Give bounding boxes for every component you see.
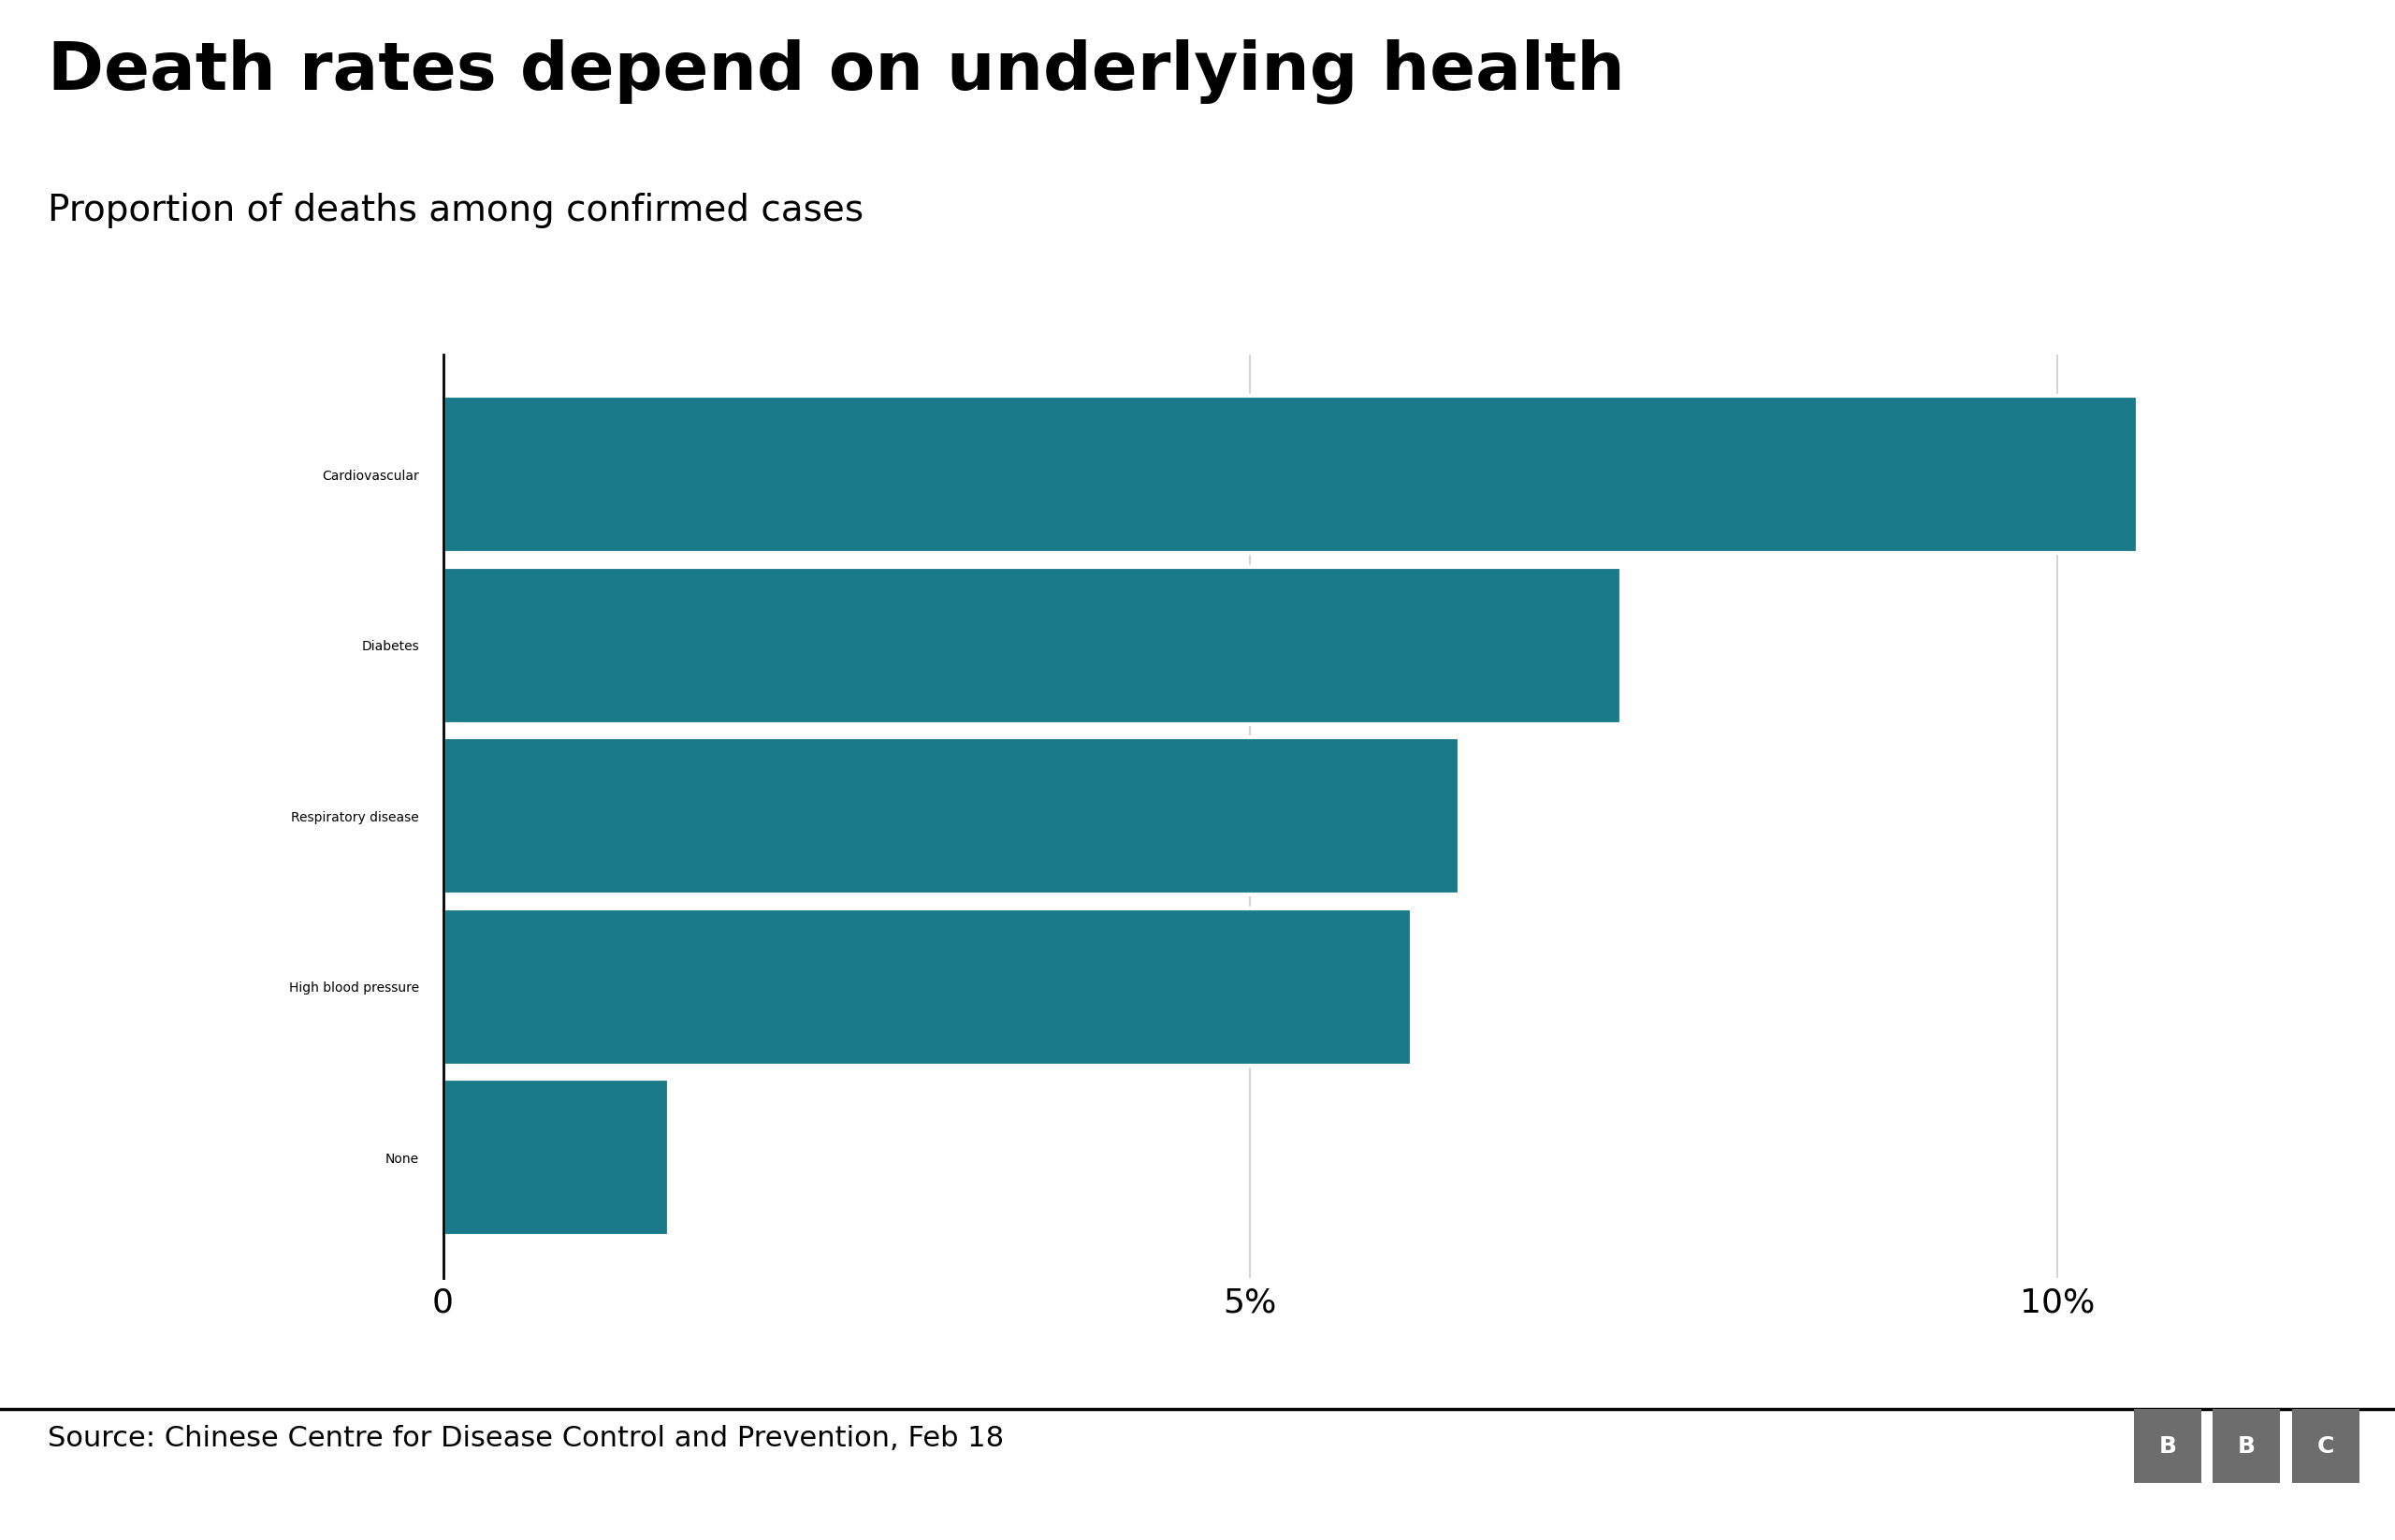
Bar: [443, 396, 2139, 553]
Bar: [443, 738, 1461, 895]
Text: Source: Chinese Centre for Disease Control and Prevention, Feb 18: Source: Chinese Centre for Disease Contr…: [48, 1425, 1004, 1452]
Bar: [443, 1080, 668, 1237]
Text: C: C: [2316, 1435, 2335, 1457]
Text: B: B: [2237, 1435, 2256, 1457]
Bar: [443, 567, 1621, 724]
Text: Proportion of deaths among confirmed cases: Proportion of deaths among confirmed cas…: [48, 192, 865, 228]
Bar: [443, 909, 1411, 1066]
Text: Death rates depend on underlying health: Death rates depend on underlying health: [48, 39, 1624, 103]
Text: B: B: [2158, 1435, 2177, 1457]
